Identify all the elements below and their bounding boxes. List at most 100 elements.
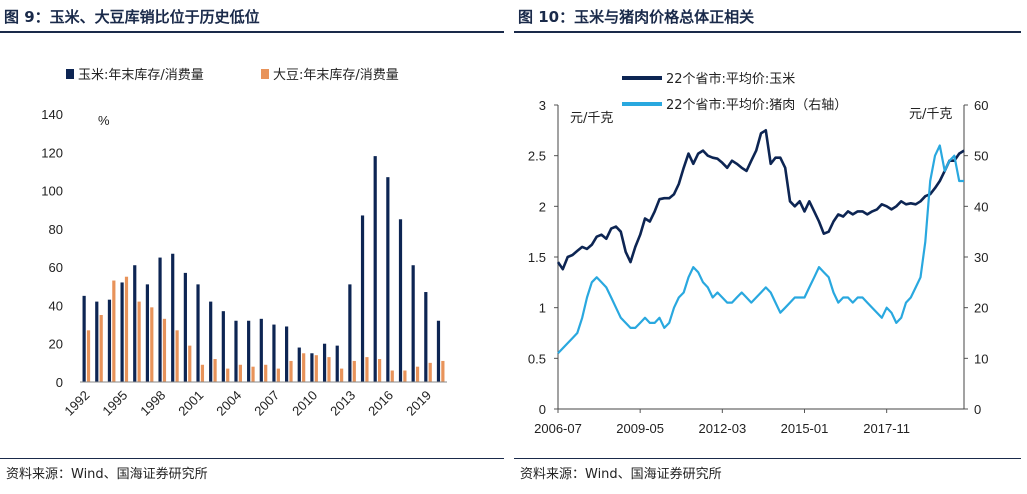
soy-bar	[162, 318, 167, 382]
x-tick-label: 2017-11	[863, 421, 910, 436]
y-left-tick-label: 0	[539, 402, 546, 417]
y-right-tick-label: 50	[974, 149, 988, 164]
y-tick-label: 0	[56, 375, 63, 390]
soy-bar	[99, 315, 103, 382]
figure-9-title: 图 9：玉米、大豆库销比位于历史低位	[4, 8, 260, 26]
corn-bar	[120, 282, 124, 382]
legend-label-soy: 大豆:年末库存/消费量	[273, 67, 399, 83]
corn-bar	[272, 324, 276, 382]
corn-bar	[373, 156, 377, 382]
corn-bar	[398, 219, 403, 382]
soy-bar	[86, 330, 91, 382]
soy-bar	[365, 357, 369, 382]
soy-bar	[340, 368, 344, 382]
y-tick-label: 120	[41, 145, 63, 160]
y-left-tick-label: 1	[539, 301, 546, 316]
corn-bar	[158, 257, 162, 382]
corn-bar	[82, 295, 86, 382]
legend: 22个省市:平均价:玉米 22个省市:平均价:猪肉（右轴）	[622, 71, 847, 113]
x-tick-label: 2001	[175, 388, 206, 419]
y-left-unit-label: 元/千克	[570, 111, 613, 126]
corn-bar	[310, 353, 314, 382]
y-right-tick-label: 30	[974, 250, 988, 265]
soy-bar	[302, 353, 306, 382]
corn-bar	[234, 320, 238, 382]
corn-bar	[360, 215, 365, 382]
figure-10-source: 资料来源：Wind、国海证券研究所	[520, 467, 722, 482]
y-tick-label: 60	[49, 260, 63, 275]
soy-bar	[175, 330, 179, 382]
corn-bar	[259, 318, 263, 382]
figure-10-panel: 图 10：玉米与猪肉价格总体正相关 22个省市:平均价:玉米 22个省市:平均价:…	[514, 0, 1027, 494]
soy-bar	[327, 357, 331, 382]
corn-bar	[322, 343, 327, 382]
legend: 玉米:年末库存/消费量 大豆:年末库存/消费量	[66, 67, 399, 83]
x-tick-label: 2012-03	[698, 421, 746, 436]
soy-bar	[150, 307, 154, 382]
source-divider	[0, 458, 504, 459]
x-tick-label: 1995	[99, 388, 130, 419]
y-right-tick-label: 40	[974, 199, 988, 214]
x-tick-label: 1992	[61, 388, 92, 419]
y-left-tick-label: 2.5	[528, 149, 546, 164]
x-tick-label: 2019	[403, 388, 434, 419]
x-tick-label: 2015-01	[781, 421, 829, 436]
soy-bar	[390, 370, 394, 382]
corn-price-line	[556, 129, 965, 271]
soy-bar	[289, 360, 293, 382]
line-chart: 22个省市:平均价:玉米 22个省市:平均价:猪肉（右轴） 元/千克 元/千克 0 0.5…	[528, 71, 989, 436]
soy-bar	[251, 366, 255, 382]
soy-bar	[428, 362, 432, 382]
corn-bar	[411, 265, 415, 382]
legend-label-corn: 22个省市:平均价:玉米	[666, 71, 795, 87]
soy-bar	[112, 280, 116, 382]
corn-bar	[196, 284, 200, 382]
y-tick-label: 100	[41, 184, 63, 199]
soy-bar	[238, 364, 242, 382]
x-tick-label: 2004	[213, 388, 244, 419]
corn-bar	[348, 284, 352, 382]
legend-swatch-corn	[66, 69, 74, 79]
corn-bar	[171, 253, 175, 382]
soy-bar	[188, 345, 192, 382]
y-left-tick-label: 1.5	[528, 250, 546, 265]
corn-bar	[209, 301, 213, 382]
soy-bar	[377, 359, 382, 382]
soy-bar	[441, 360, 445, 382]
pork-price-line	[557, 144, 964, 355]
soy-bar	[403, 370, 407, 382]
title-divider	[514, 31, 1021, 33]
soy-bar	[137, 301, 141, 382]
corn-bar	[107, 299, 112, 382]
corn-bar	[221, 311, 225, 382]
y-left-tick-label: 3	[539, 98, 546, 113]
soy-bar	[415, 366, 420, 382]
soy-bar	[276, 368, 280, 382]
x-tick-label: 2013	[327, 388, 358, 419]
corn-bar	[285, 326, 289, 382]
x-tick-label: 2007	[251, 388, 282, 419]
soy-bar	[213, 359, 217, 382]
corn-bar	[335, 345, 339, 382]
soy-bar	[124, 276, 129, 382]
corn-bar	[247, 320, 251, 382]
x-tick-label: 2009-05	[616, 421, 664, 436]
figure-10-title: 图 10：玉米与猪肉价格总体正相关	[518, 8, 755, 26]
y-tick-label: 140	[41, 107, 63, 122]
corn-bar	[424, 292, 428, 382]
soy-bar	[264, 364, 268, 382]
legend-swatch-soy	[261, 69, 269, 79]
y-right-tick-label: 20	[974, 301, 988, 316]
corn-bar	[436, 320, 441, 382]
corn-bar	[133, 265, 137, 382]
y-right-tick-label: 10	[974, 351, 988, 366]
corn-bar	[183, 272, 187, 382]
soy-bar	[352, 360, 356, 382]
y-left-tick-label: 2	[539, 199, 546, 214]
x-tick-label: 1998	[137, 388, 168, 419]
corn-bar	[297, 347, 301, 382]
y-tick-label: 20	[49, 337, 63, 352]
figure-9-source: 资料来源：Wind、国海证券研究所	[6, 467, 208, 482]
source-divider	[514, 458, 1021, 459]
y-right-tick-label: 0	[974, 402, 981, 417]
